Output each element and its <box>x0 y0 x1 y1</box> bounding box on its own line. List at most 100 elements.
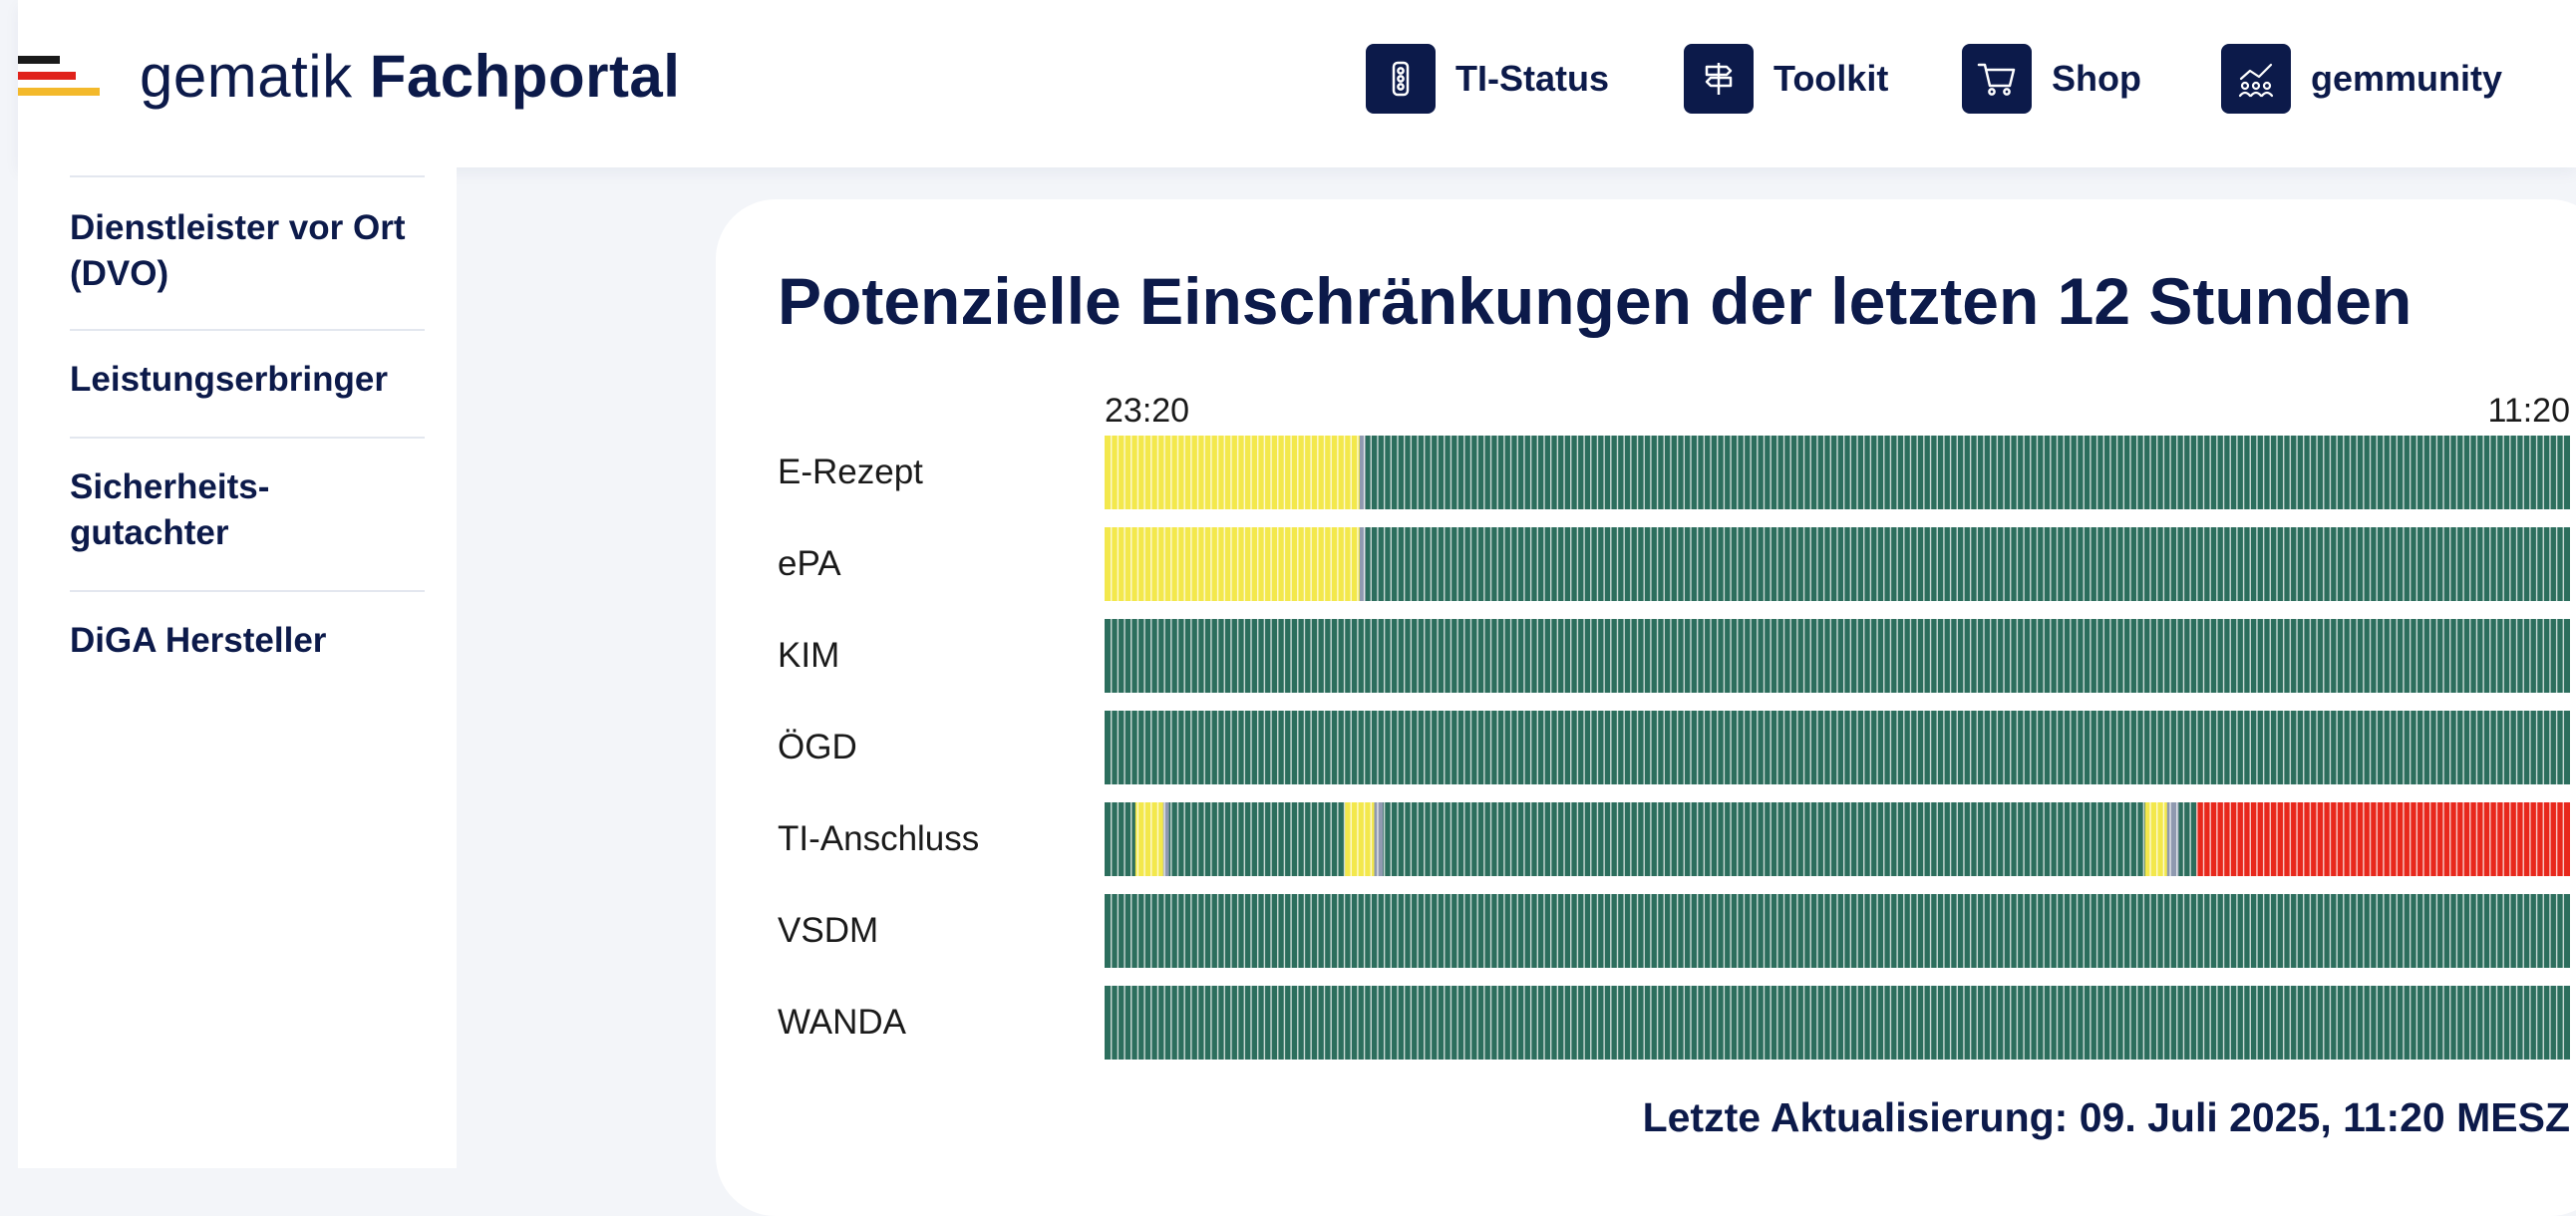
tick-separator <box>1136 619 1139 693</box>
nav-ti-status-label: TI-Status <box>1455 58 1610 99</box>
nav-ti-status[interactable]: TI-Status <box>1366 44 1609 114</box>
tick-separator <box>1869 711 1872 784</box>
tick-separator <box>1876 711 1878 784</box>
tick-separator <box>2482 894 2484 968</box>
tick-separator <box>1323 802 1326 876</box>
tick-separator <box>2562 711 2565 784</box>
status-segment-ok[interactable] <box>1365 436 2570 509</box>
tick-separator <box>2329 711 2332 784</box>
tick-separator <box>2469 527 2471 601</box>
tick-separator <box>2182 894 2185 968</box>
tick-separator <box>2469 802 2471 876</box>
sidebar-item-leistungserbringer[interactable]: Leistungserbringer <box>70 360 388 399</box>
tick-separator <box>2242 986 2245 1060</box>
tick-separator <box>1770 986 1771 1060</box>
tick-separator <box>2216 894 2218 968</box>
tick-separator <box>1710 619 1712 693</box>
tick-separator <box>1403 711 1406 784</box>
tick-separator <box>1297 436 1299 509</box>
tick-separator <box>2356 527 2358 601</box>
status-segment-warn[interactable] <box>1134 802 1164 876</box>
tick-separator <box>1317 619 1319 693</box>
tick-separator <box>1869 894 1872 968</box>
tick-separator <box>1556 527 1559 601</box>
tick-separator <box>1816 619 1818 693</box>
tick-separator <box>1277 711 1279 784</box>
tick-separator <box>1757 619 1759 693</box>
status-segment-unknown[interactable] <box>1359 527 1367 601</box>
tick-separator <box>2396 436 2398 509</box>
nav-toolkit[interactable]: Toolkit <box>1684 44 1888 114</box>
status-segment-ok[interactable] <box>1365 527 2570 601</box>
tick-separator <box>1869 527 1872 601</box>
tick-separator <box>2389 711 2392 784</box>
sidebar-item-dvo[interactable]: Dienstleister vor Ort (DVO) <box>70 208 406 293</box>
tick-separator <box>2422 986 2424 1060</box>
tick-separator <box>2182 436 2185 509</box>
tick-separator <box>1403 527 1406 601</box>
tick-separator <box>1130 802 1132 876</box>
tick-separator <box>2296 711 2298 784</box>
tick-separator <box>2403 619 2405 693</box>
tick-separator <box>2323 436 2325 509</box>
tick-separator <box>2070 802 2072 876</box>
status-card <box>716 199 2576 1216</box>
tick-separator <box>2522 619 2524 693</box>
tick-separator <box>1263 436 1266 509</box>
tick-separator <box>1696 711 1699 784</box>
tick-separator <box>2363 894 2365 968</box>
sidebar-item-sicherheitsgutachter[interactable]: Sicherheits-gutachter <box>70 467 270 552</box>
tick-separator <box>1290 986 1292 1060</box>
status-segment-unknown[interactable] <box>1359 436 1367 509</box>
tick-separator <box>1670 802 1672 876</box>
tick-separator <box>2236 711 2238 784</box>
tick-separator <box>1216 802 1219 876</box>
tick-separator <box>1856 711 1858 784</box>
status-segment-warn[interactable] <box>1345 802 1375 876</box>
tick-separator <box>2063 711 2065 784</box>
nav-gemmunity[interactable]: gemmunity <box>2221 44 2502 114</box>
tick-separator <box>2469 436 2471 509</box>
tick-separator <box>1383 894 1386 968</box>
tick-separator <box>1989 527 1992 601</box>
tick-separator <box>1869 802 1872 876</box>
tick-separator <box>2515 894 2518 968</box>
tick-separator <box>2056 894 2059 968</box>
status-segment-warn[interactable] <box>1105 527 1361 601</box>
tick-separator <box>2156 711 2158 784</box>
tick-separator <box>1444 986 1446 1060</box>
status-segment-ok[interactable] <box>2178 802 2197 876</box>
tick-separator <box>1176 802 1179 876</box>
tick-separator <box>1856 527 1858 601</box>
tick-separator <box>1556 436 1559 509</box>
tick-separator <box>1623 619 1625 693</box>
site-brand[interactable]: gematik Fachportal <box>140 42 680 112</box>
tick-separator <box>1136 894 1139 968</box>
tick-separator <box>1343 619 1346 693</box>
tick-separator <box>1563 436 1565 509</box>
tick-separator <box>1317 527 1319 601</box>
tick-separator <box>2016 619 2019 693</box>
tick-separator <box>1424 527 1426 601</box>
sidebar-item-diga-hersteller[interactable]: DiGA Hersteller <box>70 621 327 660</box>
gematik-logo-icon[interactable] <box>18 50 118 102</box>
tick-separator <box>1616 436 1619 509</box>
status-segment-unknown[interactable] <box>1374 802 1384 876</box>
tick-separator <box>1690 527 1692 601</box>
tick-separator <box>1230 619 1232 693</box>
tick-separator <box>1923 894 1925 968</box>
nav-shop[interactable]: Shop <box>1962 44 2141 114</box>
tick-separator <box>2542 436 2544 509</box>
tick-separator <box>1989 711 1992 784</box>
tick-separator <box>2495 894 2498 968</box>
tick-separator <box>1437 619 1439 693</box>
tick-separator <box>1696 802 1699 876</box>
tick-separator <box>2329 619 2332 693</box>
status-segment-unknown[interactable] <box>1162 802 1170 876</box>
tick-separator <box>2396 986 2398 1060</box>
tick-separator <box>1809 986 1811 1060</box>
status-segment-warn[interactable] <box>1105 436 1361 509</box>
tick-separator <box>1444 527 1446 601</box>
tick-separator <box>2489 436 2491 509</box>
tick-separator <box>1623 527 1625 601</box>
